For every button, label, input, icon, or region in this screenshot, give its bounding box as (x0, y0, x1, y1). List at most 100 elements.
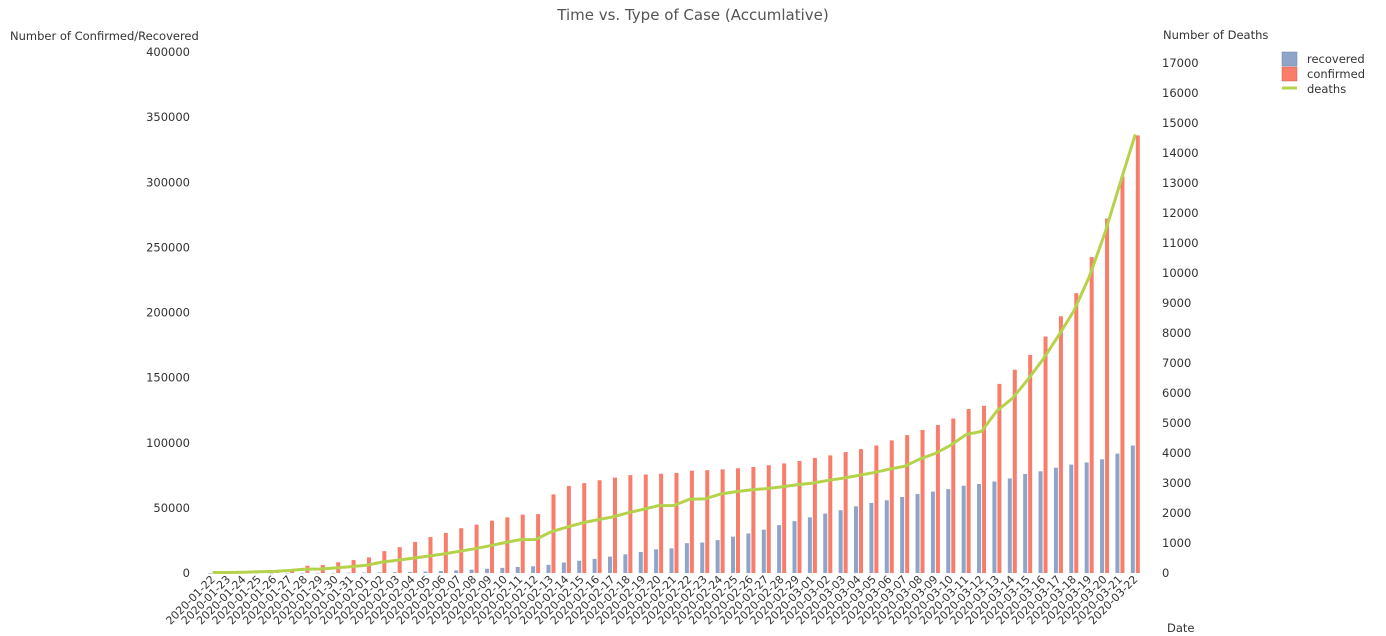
bar-recovered (315, 572, 320, 574)
bar-confirmed (966, 409, 971, 573)
legend: recovered confirmed deaths (1281, 51, 1365, 96)
bar-recovered (900, 496, 905, 573)
y2-axis-title: Number of Deaths (1163, 28, 1268, 42)
bar-recovered (654, 549, 659, 573)
bar-recovered (731, 536, 736, 573)
bar-recovered (1130, 445, 1135, 573)
bar-confirmed (874, 445, 879, 573)
bar-confirmed (1074, 293, 1079, 573)
y2-tick-label: 13000 (1162, 176, 1199, 190)
bar-confirmed (859, 449, 864, 573)
bar-confirmed (720, 469, 725, 573)
bar-recovered (638, 552, 643, 573)
bar-confirmed (489, 520, 494, 573)
bar-confirmed (935, 425, 940, 573)
y-tick-label: 50000 (153, 501, 190, 515)
bar-recovered (884, 500, 889, 573)
bar-confirmed (1105, 218, 1110, 573)
bar-recovered (361, 572, 366, 574)
y-tick-label: 100000 (146, 436, 190, 450)
y2-tick-label: 4000 (1162, 446, 1191, 460)
bar-recovered (346, 572, 351, 574)
bar-confirmed (843, 452, 848, 573)
bar-recovered (746, 533, 751, 573)
y2-tick-label: 17000 (1162, 56, 1199, 70)
x-axis-ticks: 2020-01-222020-01-232020-01-242020-01-25… (163, 573, 1140, 627)
bar-recovered (1023, 473, 1028, 573)
bar-confirmed (920, 429, 925, 573)
bar-confirmed (566, 485, 571, 573)
bar-recovered (408, 571, 413, 573)
deaths-line-layer (212, 133, 1137, 574)
bar-recovered (977, 484, 982, 573)
bar-confirmed (828, 455, 833, 573)
bar-confirmed (736, 468, 741, 573)
bar-confirmed (612, 477, 617, 573)
y2-tick-label: 1000 (1162, 536, 1191, 550)
bar-recovered (469, 569, 474, 573)
bar-recovered (946, 489, 951, 573)
chart-title: Time vs. Type of Case (Accumlative) (556, 6, 828, 24)
bar-recovered (484, 568, 489, 573)
bar-recovered (715, 540, 720, 573)
bar-recovered (561, 562, 566, 573)
bar-recovered (269, 572, 274, 574)
y-tick-label: 200000 (146, 306, 190, 320)
bar-recovered (823, 513, 828, 573)
y2-tick-label: 10000 (1162, 266, 1199, 280)
y2-tick-label: 2000 (1162, 506, 1191, 520)
bar-confirmed (1043, 336, 1048, 573)
bars (208, 135, 1140, 574)
x-axis-title: Date (1167, 621, 1195, 635)
y-tick-label: 300000 (146, 175, 190, 189)
bar-recovered (577, 560, 582, 573)
legend-label-recovered: recovered (1307, 52, 1365, 66)
bar-confirmed (982, 405, 987, 573)
y-axis-title: Number of Confirmed/Recovered (10, 29, 199, 43)
bar-recovered (607, 556, 612, 573)
bar-recovered (854, 506, 859, 573)
bar-recovered (331, 572, 336, 574)
bar-confirmed (951, 418, 956, 573)
bar-confirmed (705, 470, 710, 573)
bar-recovered (915, 493, 920, 573)
bar-recovered (792, 521, 797, 573)
y2-tick-label: 11000 (1162, 236, 1199, 250)
bar-recovered (285, 572, 290, 574)
bar-recovered (438, 571, 443, 573)
bar-recovered (777, 525, 782, 573)
y2-tick-label: 6000 (1162, 386, 1191, 400)
bar-confirmed (1012, 369, 1017, 573)
bar-confirmed (582, 483, 587, 573)
bar-confirmed (751, 466, 756, 573)
bar-recovered (961, 485, 966, 573)
y2-tick-label: 3000 (1162, 476, 1191, 490)
bar-confirmed (1028, 354, 1033, 573)
y-tick-label: 350000 (146, 110, 190, 124)
bar-recovered (1069, 464, 1074, 573)
y2-tick-label: 9000 (1162, 296, 1191, 310)
bar-confirmed (505, 517, 510, 573)
bar-recovered (423, 571, 428, 573)
y2-tick-label: 12000 (1162, 206, 1199, 220)
bar-recovered (992, 481, 997, 573)
y2-tick-label: 5000 (1162, 416, 1191, 430)
y-tick-label: 400000 (146, 45, 190, 59)
bar-confirmed (797, 460, 802, 573)
bar-recovered (623, 554, 628, 573)
bar-recovered (1007, 478, 1012, 573)
y2-tick-label: 8000 (1162, 326, 1191, 340)
bar-recovered (761, 529, 766, 573)
y-tick-label: 250000 (146, 240, 190, 254)
bar-recovered (515, 566, 520, 573)
bar-confirmed (889, 440, 894, 573)
bar-confirmed (766, 465, 771, 573)
bar-recovered (300, 572, 305, 574)
bar-recovered (531, 566, 536, 573)
bar-confirmed (782, 463, 787, 573)
bar-recovered (869, 502, 874, 573)
bar-recovered (1115, 453, 1120, 573)
bar-confirmed (1058, 316, 1063, 573)
bar-confirmed (520, 514, 525, 573)
bar-confirmed (551, 494, 556, 573)
